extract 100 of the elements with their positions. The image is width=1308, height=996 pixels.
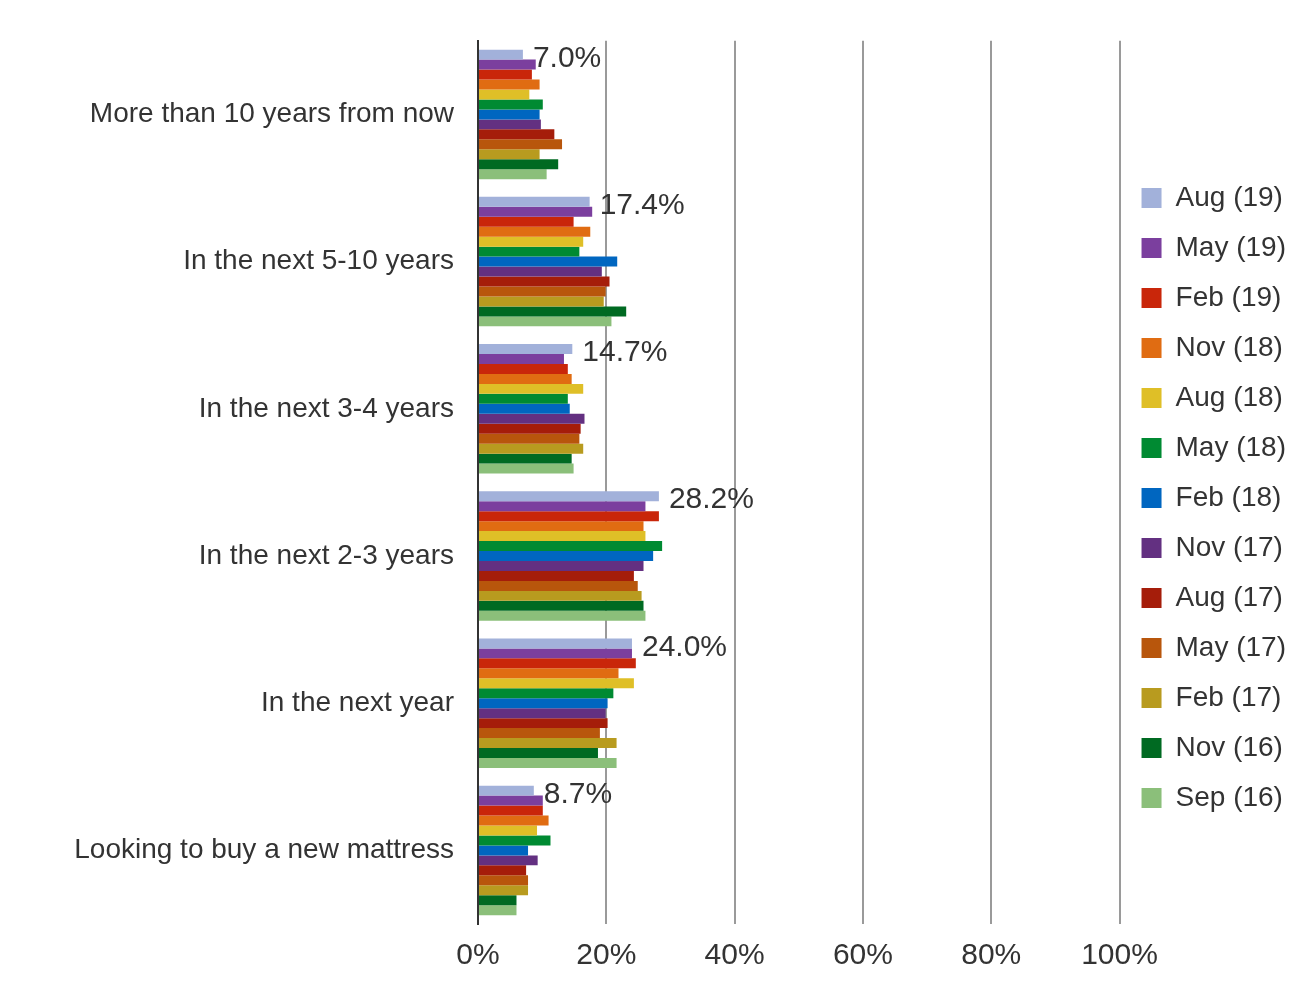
x-tick-label: 80% xyxy=(961,937,1022,971)
bar xyxy=(479,413,585,424)
bar xyxy=(479,69,532,80)
legend-label: Sep (16) xyxy=(1175,780,1283,812)
bar xyxy=(479,383,584,394)
bar xyxy=(479,149,540,160)
bar xyxy=(479,815,549,826)
bar xyxy=(479,795,543,806)
bar xyxy=(479,286,606,297)
bar xyxy=(479,758,617,768)
bar xyxy=(479,129,555,140)
y-tick-label: In the next 3-4 years xyxy=(198,391,454,423)
bar xyxy=(479,373,572,384)
legend-label: May (18) xyxy=(1175,430,1286,462)
data-label: 24.0% xyxy=(641,628,728,662)
legend-label: Aug (18) xyxy=(1175,380,1283,412)
bar xyxy=(479,551,654,561)
bar xyxy=(479,855,538,866)
bar xyxy=(479,511,659,522)
bar xyxy=(479,825,538,836)
y-tick-label: In the next year xyxy=(260,685,454,717)
bar xyxy=(479,89,530,100)
bar xyxy=(479,541,663,552)
bar xyxy=(479,590,642,601)
data-label: 8.7% xyxy=(543,775,613,809)
bar xyxy=(479,748,598,758)
bar xyxy=(479,196,590,207)
bar xyxy=(479,79,540,90)
y-tick-label: Looking to buy a new mattress xyxy=(74,833,454,865)
bar xyxy=(479,738,617,749)
legend-label: Nov (18) xyxy=(1175,330,1283,362)
bar xyxy=(479,688,614,699)
legend-label: May (19) xyxy=(1175,230,1286,262)
bar xyxy=(479,648,632,659)
bar xyxy=(479,531,646,542)
bar xyxy=(479,206,593,217)
bar xyxy=(479,49,523,60)
bar xyxy=(479,296,604,307)
bar xyxy=(479,835,551,846)
legend-label: Aug (17) xyxy=(1175,580,1283,612)
bar xyxy=(479,638,632,649)
bar xyxy=(479,266,602,277)
y-tick-label: In the next 2-3 years xyxy=(198,538,454,570)
legend-label: Feb (19) xyxy=(1175,280,1282,312)
x-tick-label: 40% xyxy=(704,937,765,971)
bar xyxy=(479,306,627,317)
legend-label: Feb (18) xyxy=(1175,480,1282,512)
bar xyxy=(479,236,584,247)
bar xyxy=(479,895,517,906)
bar xyxy=(479,560,644,571)
bar xyxy=(479,491,659,502)
bar xyxy=(479,718,608,729)
legend-label: Aug (19) xyxy=(1175,180,1283,212)
bar xyxy=(479,610,646,621)
bar xyxy=(479,463,574,474)
bar xyxy=(479,805,543,816)
y-tick-label: More than 10 years from now xyxy=(89,97,455,129)
legend-label: Nov (16) xyxy=(1175,730,1283,762)
bar xyxy=(479,99,543,110)
bar xyxy=(479,276,610,287)
legend-label: May (17) xyxy=(1175,630,1286,662)
bar xyxy=(479,119,541,130)
bar xyxy=(479,875,529,886)
bar xyxy=(479,845,529,856)
y-tick-label: In the next 5-10 years xyxy=(183,244,454,276)
bar xyxy=(479,570,634,581)
bar xyxy=(479,658,636,669)
bar xyxy=(479,354,564,364)
bar xyxy=(479,698,608,709)
bar xyxy=(479,708,606,719)
bar xyxy=(479,678,634,689)
bar xyxy=(479,905,517,916)
bar xyxy=(479,580,638,591)
bar xyxy=(479,600,644,611)
data-label: 28.2% xyxy=(668,481,754,515)
bar xyxy=(479,865,527,876)
bar xyxy=(479,728,600,739)
bar xyxy=(479,393,568,404)
bar xyxy=(479,216,574,227)
bar xyxy=(479,169,547,180)
bar xyxy=(479,59,536,70)
bar xyxy=(479,316,612,327)
bar xyxy=(479,344,573,354)
bar xyxy=(479,433,580,444)
x-tick-label: 0% xyxy=(456,937,500,971)
bar xyxy=(479,521,644,532)
data-label: 17.4% xyxy=(599,187,685,221)
bar xyxy=(479,785,534,796)
bar xyxy=(479,246,580,257)
bar xyxy=(479,885,529,896)
bar xyxy=(479,363,568,374)
bar xyxy=(479,159,559,170)
bar xyxy=(479,256,618,267)
legend-label: Feb (17) xyxy=(1175,680,1282,712)
x-tick-label: 60% xyxy=(832,937,893,971)
bar xyxy=(479,423,581,434)
bar xyxy=(479,501,646,512)
bar xyxy=(479,226,591,237)
data-label: 14.7% xyxy=(582,334,668,368)
x-tick-label: 20% xyxy=(576,937,637,971)
